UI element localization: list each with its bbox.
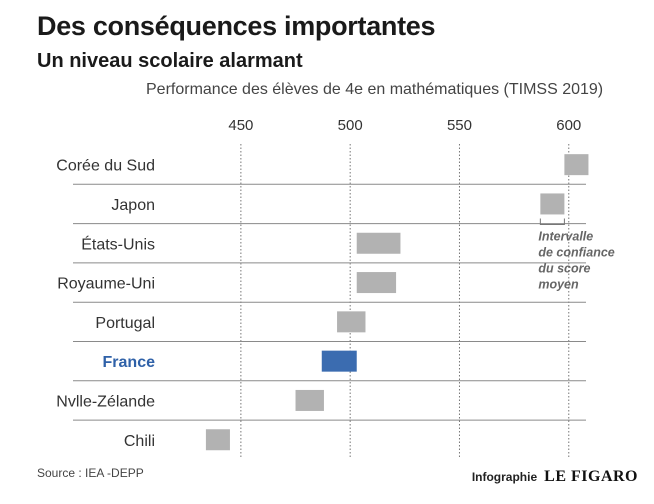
x-tick-label: 450 — [228, 117, 253, 134]
confidence-interval-bar — [356, 272, 397, 294]
annotation-bracket — [539, 218, 565, 225]
confidence-interval-bar — [564, 154, 589, 176]
credit: Infographie LE FIGARO — [472, 468, 638, 486]
annotation-text: du score — [538, 261, 590, 275]
category-label: Portugal — [95, 315, 155, 332]
x-tick-label: 500 — [338, 117, 363, 134]
category-label: États-Unis — [81, 234, 155, 253]
annotation-text: Intervalle — [538, 229, 593, 243]
chart-title: Performance des élèves de 4e en mathémat… — [146, 81, 604, 98]
category-label: Japon — [111, 197, 155, 214]
annotation-text: moyen — [538, 277, 579, 291]
x-tick-label: 550 — [447, 117, 472, 134]
category-label: Chili — [124, 433, 155, 450]
page-subtitle: Un niveau scolaire alarmant — [37, 50, 303, 72]
source-note: Source : IEA -DEPP — [37, 466, 144, 480]
category-label: Royaume-Uni — [57, 276, 155, 293]
category-label: Corée du Sud — [56, 158, 155, 175]
credit-label: Infographie — [471, 470, 538, 484]
confidence-interval-bar — [540, 193, 565, 215]
x-tick-label: 600 — [556, 117, 581, 134]
category-label: France — [103, 354, 156, 371]
confidence-interval-bar — [295, 389, 324, 411]
page-title: Des conséquences importantes — [37, 11, 436, 41]
confidence-interval-bar — [205, 429, 230, 451]
confidence-interval-bar — [337, 311, 366, 333]
annotation-text: de confiance — [538, 245, 614, 259]
le-figaro-logo: LE FIGARO — [544, 468, 638, 485]
category-label: Nvlle-Zélande — [56, 393, 155, 410]
confidence-interval-bar — [321, 350, 357, 372]
confidence-interval-bar — [356, 232, 401, 254]
